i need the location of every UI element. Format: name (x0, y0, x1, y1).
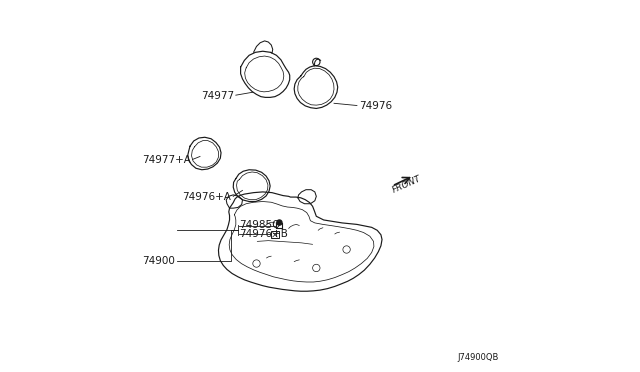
Text: 74900: 74900 (142, 256, 175, 266)
Text: 74985Q: 74985Q (239, 220, 281, 230)
Text: 74976+B: 74976+B (239, 229, 289, 239)
Text: 74976+A: 74976+A (182, 192, 232, 202)
Text: 74977+A: 74977+A (142, 155, 191, 165)
Circle shape (277, 220, 282, 225)
Text: 74977: 74977 (201, 91, 234, 101)
Text: 74976: 74976 (359, 100, 392, 110)
Text: J74900QB: J74900QB (458, 353, 499, 362)
Text: FRONT: FRONT (391, 174, 423, 195)
FancyBboxPatch shape (271, 231, 278, 238)
